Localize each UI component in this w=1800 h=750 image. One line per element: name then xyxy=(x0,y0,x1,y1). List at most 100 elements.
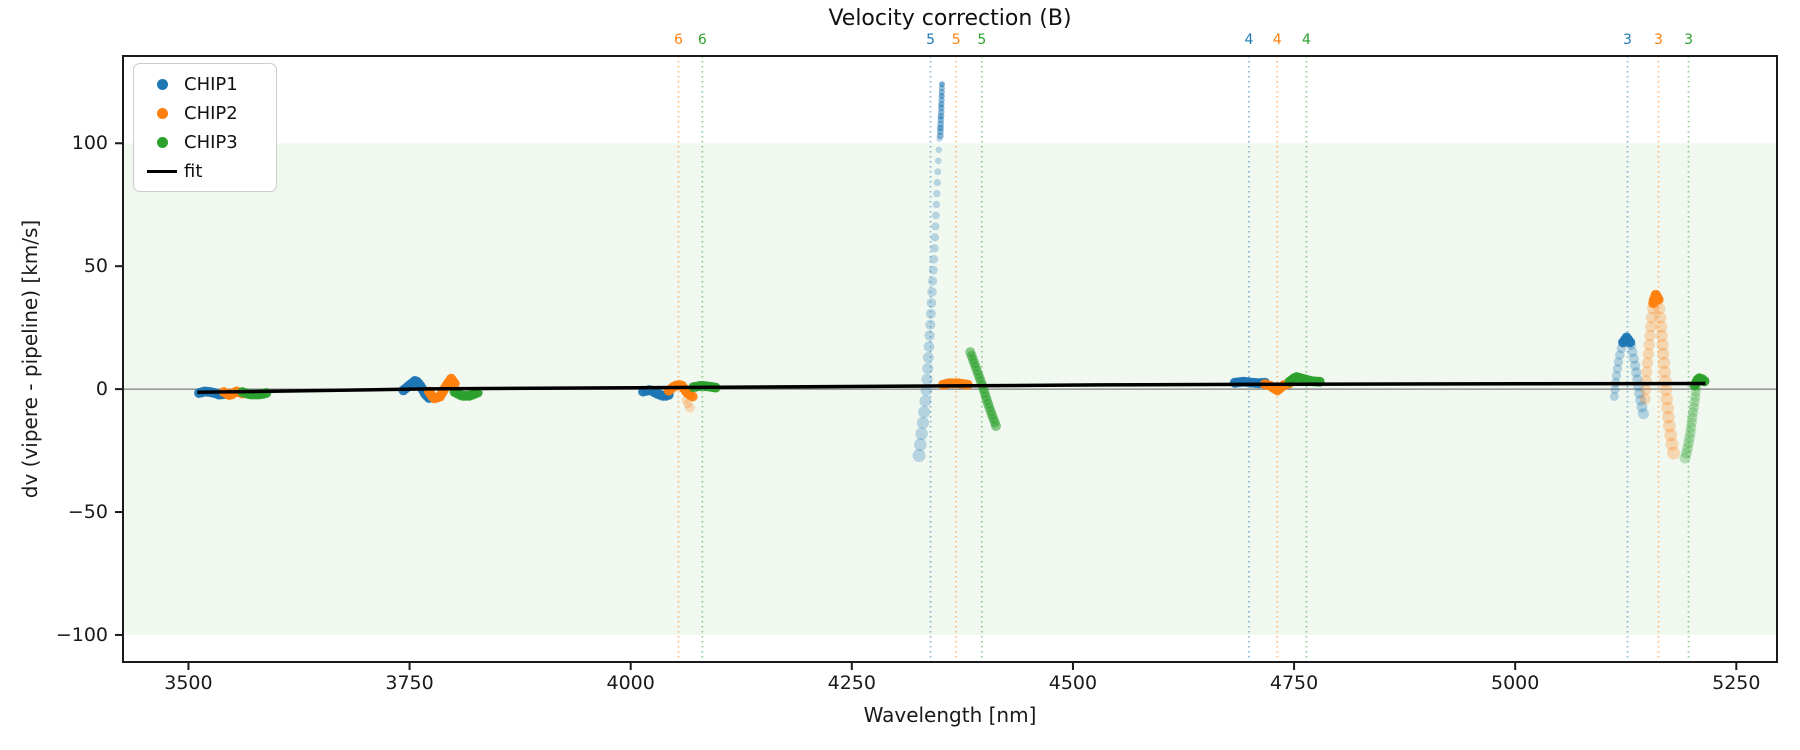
data-point xyxy=(919,395,932,408)
fit-line xyxy=(197,381,1706,395)
data-point xyxy=(924,330,935,341)
data-point xyxy=(1610,385,1620,395)
data-point xyxy=(1642,348,1655,360)
data-point xyxy=(1636,401,1648,413)
data-point xyxy=(918,405,931,419)
data-point xyxy=(683,399,693,409)
data-point xyxy=(930,233,940,242)
data-point xyxy=(932,200,941,209)
data-point xyxy=(1667,446,1680,460)
data-point xyxy=(1611,371,1622,381)
series-CHIP2 xyxy=(937,378,973,390)
data-point xyxy=(1690,391,1701,402)
data-point xyxy=(1660,392,1673,406)
order-label: 5 xyxy=(926,32,935,48)
data-point xyxy=(1609,392,1619,401)
series-CHIP1 xyxy=(1618,332,1636,348)
data-point xyxy=(685,402,695,413)
data-point xyxy=(1634,387,1645,399)
data-point xyxy=(1659,383,1673,397)
data-point xyxy=(1655,329,1668,342)
data-point xyxy=(925,308,936,319)
x-tick-label: 4000 xyxy=(606,672,655,694)
series-CHIP3 xyxy=(965,347,1001,431)
data-point xyxy=(1637,408,1649,420)
data-point xyxy=(931,222,940,231)
data-point xyxy=(1657,356,1671,370)
data-point xyxy=(1686,417,1697,428)
data-point xyxy=(922,352,934,363)
data-point xyxy=(935,146,943,154)
data-point xyxy=(934,168,942,176)
data-point xyxy=(1641,357,1654,369)
data-point xyxy=(1663,419,1676,433)
x-tick-label: 3750 xyxy=(385,672,434,694)
data-point xyxy=(1679,452,1691,464)
x-tick-label: 4250 xyxy=(827,672,876,694)
data-point xyxy=(923,341,935,352)
data-point xyxy=(921,373,933,385)
data-point xyxy=(1655,320,1668,333)
data-point xyxy=(1645,311,1658,324)
data-point xyxy=(1688,401,1700,413)
data-point xyxy=(1654,311,1667,324)
legend-item: CHIP1 xyxy=(140,71,270,97)
legend-line-icon xyxy=(140,169,184,173)
order-label: 5 xyxy=(951,32,961,48)
data-point xyxy=(915,427,928,441)
data-point xyxy=(1613,357,1624,367)
series-CHIP1 xyxy=(1609,334,1649,420)
legend-item: CHIP3 xyxy=(140,129,270,155)
data-point xyxy=(1625,337,1636,348)
y-tick-label: −50 xyxy=(67,501,108,524)
order-label: 3 xyxy=(1654,32,1663,48)
data-point xyxy=(1662,410,1675,424)
series-CHIP3 xyxy=(1679,381,1702,464)
data-point xyxy=(927,276,938,286)
data-point xyxy=(1627,346,1638,357)
legend-label: fit xyxy=(184,160,203,182)
x-tick-label: 3500 xyxy=(164,672,213,694)
legend-label: CHIP3 xyxy=(184,131,238,153)
legend-label: CHIP1 xyxy=(184,73,238,95)
data-point xyxy=(930,243,939,253)
x-tick-label: 5000 xyxy=(1491,672,1540,694)
data-point xyxy=(1684,432,1695,444)
series-CHIP1 xyxy=(936,81,945,140)
order-label: 6 xyxy=(673,32,683,48)
series-CHIP2 xyxy=(1648,289,1664,309)
series-CHIP3 xyxy=(449,387,483,401)
data-point xyxy=(1687,407,1699,418)
data-point xyxy=(913,438,927,451)
x-tick-label: 4500 xyxy=(1048,672,1098,694)
y-tick-label: 0 xyxy=(95,378,108,401)
order-label: 5 xyxy=(977,32,987,48)
order-label: 3 xyxy=(1623,32,1632,48)
y-tick-label: 100 xyxy=(71,132,108,155)
legend-item: fit xyxy=(140,158,270,184)
data-point xyxy=(933,189,941,198)
data-point xyxy=(1630,360,1641,371)
data-point xyxy=(1653,294,1664,305)
data-point xyxy=(1687,412,1698,423)
chart-title: Velocity correction (B) xyxy=(828,6,1072,31)
x-axis-label: Wavelength [nm] xyxy=(863,703,1037,727)
data-point xyxy=(922,362,934,374)
x-tick-label: 5250 xyxy=(1712,672,1761,694)
order-label: 3 xyxy=(1684,32,1693,48)
data-point xyxy=(1682,442,1694,454)
data-point xyxy=(1685,422,1697,433)
series-CHIP2 xyxy=(681,396,695,413)
legend-dot-icon xyxy=(140,78,184,90)
legend-label: CHIP2 xyxy=(184,102,238,124)
y-tick-label: 50 xyxy=(83,255,108,278)
data-point xyxy=(449,378,460,389)
order-label: 4 xyxy=(1301,32,1311,48)
data-point xyxy=(931,211,940,220)
data-point xyxy=(927,287,937,297)
data-point xyxy=(912,449,926,462)
data-point xyxy=(1689,396,1700,408)
data-point xyxy=(1615,350,1625,360)
